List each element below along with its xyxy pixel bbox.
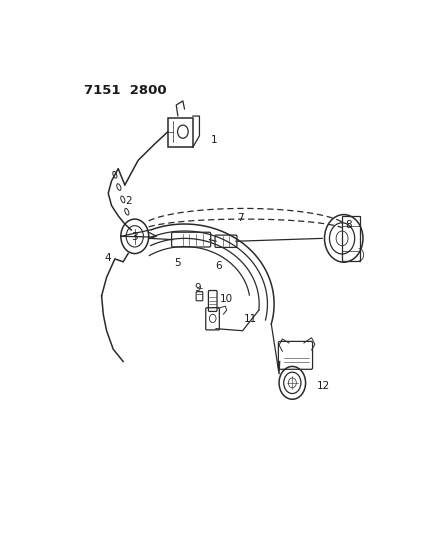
Text: 7151  2800: 7151 2800 [83,84,166,97]
Text: 1: 1 [211,135,218,145]
Text: 9: 9 [194,282,201,293]
Text: 4: 4 [105,253,112,263]
Text: 5: 5 [175,258,181,268]
Text: 8: 8 [345,220,352,230]
Bar [168,118,193,147]
Text: 3: 3 [131,232,138,242]
Text: 7: 7 [238,213,244,223]
Text: 10: 10 [219,294,232,304]
Text: 2: 2 [125,197,131,206]
Text: 12: 12 [317,381,330,391]
Text: 6: 6 [215,261,222,271]
Text: 11: 11 [244,314,257,324]
Bar [342,216,360,261]
